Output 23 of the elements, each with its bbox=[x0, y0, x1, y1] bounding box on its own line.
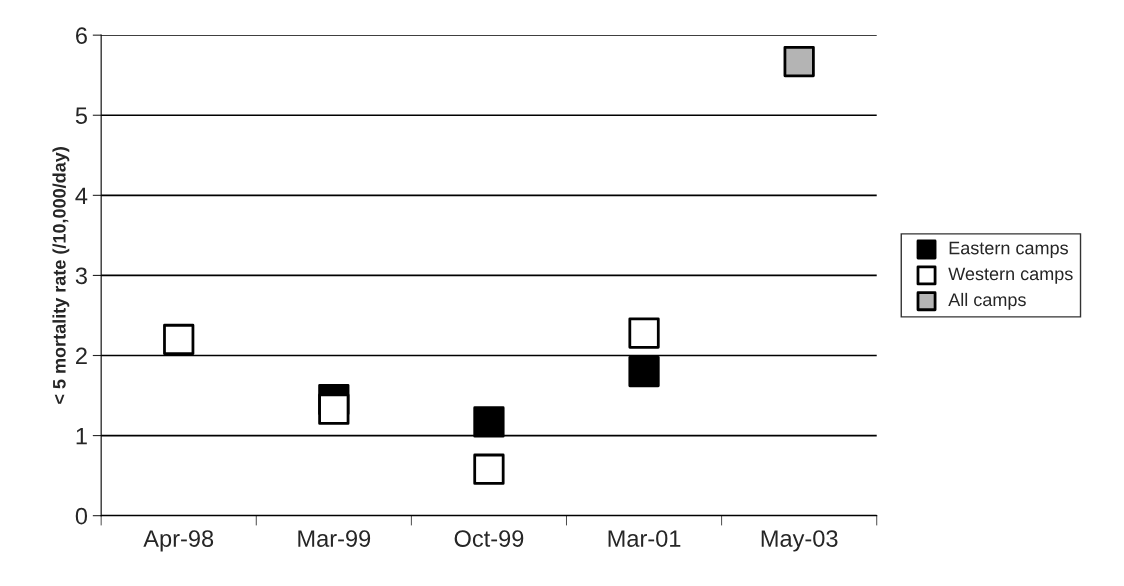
y-axis-title: < 5 mortality rate (/10,000/day) bbox=[52, 147, 70, 404]
x-tick-label: May-03 bbox=[761, 530, 838, 552]
y-tick-label: 2 bbox=[76, 347, 87, 365]
y-tick-label: 5 bbox=[75, 107, 87, 125]
point bbox=[628, 355, 660, 388]
x-tick-label: Mar-01 bbox=[608, 530, 681, 547]
point bbox=[628, 317, 660, 349]
legend-label: Eastern camps bbox=[949, 241, 1068, 258]
y-tick-label: 0 bbox=[75, 507, 88, 525]
legend-label: Western camps bbox=[948, 267, 1073, 284]
y-tick-label: 3 bbox=[75, 267, 87, 285]
y-tick-label: 6 bbox=[76, 27, 87, 44]
y-tick-label: 4 bbox=[75, 187, 88, 204]
point bbox=[473, 453, 505, 485]
x-tick-label: Oct-99 bbox=[454, 530, 524, 547]
point bbox=[473, 406, 505, 438]
point bbox=[163, 323, 195, 356]
legend-label: All camps bbox=[948, 292, 1026, 310]
x-tick-label: Mar-99 bbox=[298, 530, 371, 547]
y-tick-label: 1 bbox=[76, 427, 87, 445]
x-tick-label: Apr-98 bbox=[143, 530, 214, 552]
point bbox=[783, 45, 815, 78]
point bbox=[318, 393, 350, 425]
